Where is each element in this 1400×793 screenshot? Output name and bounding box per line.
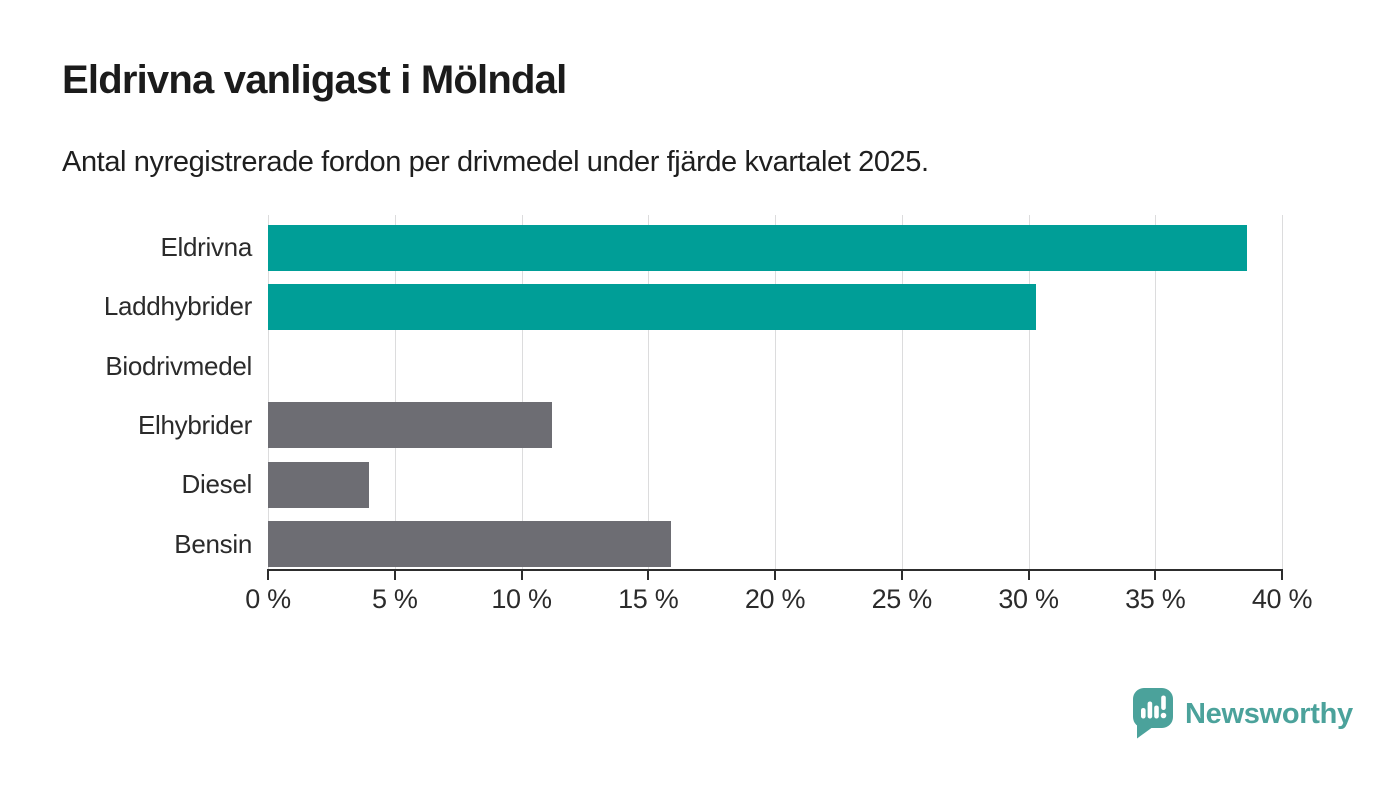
bar [268, 283, 1037, 330]
category-label: Elhybrider [137, 410, 252, 441]
x-axis-tick-label-30: 30 % [998, 584, 1059, 614]
bar-row: Elhybrider [138, 396, 1282, 455]
gridline-25 [901, 215, 903, 571]
x-axis-tick-10 [520, 571, 523, 580]
gridline-30 [1028, 215, 1030, 571]
bar [268, 402, 552, 449]
bar-rows-layer: Eldrivna Laddhybrider Biodrivmedel Elhybrid… [104, 218, 1282, 574]
bar-row: Eldrivna [160, 218, 1282, 277]
x-axis-tick-30 [1027, 571, 1030, 580]
bar [268, 521, 672, 568]
category-label: Bensin [174, 528, 252, 559]
x-axis-tick-label-35: 35 % [1125, 584, 1186, 614]
gridline-35 [1155, 215, 1157, 571]
category-label: Diesel [181, 469, 253, 500]
newsworthy-pin-barchart-icon [1133, 688, 1173, 739]
bar-row: Laddhybrider [104, 277, 1282, 336]
bar-row: Bensin [174, 515, 1282, 574]
x-axis-tick-label-5: 5 % [371, 584, 418, 614]
x-axis-tick-20 [774, 571, 776, 580]
x-axis-tick-15 [647, 571, 650, 580]
category-label: Laddhybrider [103, 291, 252, 322]
chart-subtitle: Antal nyregistrerade fordon per drivmede… [62, 146, 929, 178]
x-axis-tick-40 [1281, 571, 1283, 580]
bar-row: Diesel [182, 455, 1282, 514]
gridline-15 [648, 215, 650, 571]
x-axis-tick-label-15: 15 % [618, 584, 679, 614]
x-axis-line [267, 569, 1283, 571]
gridline-10 [521, 215, 523, 571]
x-axis-tick-5 [393, 571, 396, 580]
newsworthy-logo: Newsworthy [1132, 688, 1353, 740]
x-axis-tick-label-10: 10 % [491, 584, 552, 614]
x-axis-tick-label-25: 25 % [871, 584, 933, 614]
bar [268, 461, 370, 508]
bar-row: Biodrivmedel [105, 337, 1282, 396]
x-axis-tick-label-0: 0 % [245, 584, 291, 614]
x-axis-tick-label-20: 20 % [744, 584, 806, 614]
gridline-0 [268, 215, 269, 571]
brand-name: Newsworthy [1185, 697, 1353, 730]
x-axis-tick-label-40: 40 % [1251, 584, 1313, 614]
page-title: Eldrivna vanligast i Mölndal [62, 58, 567, 102]
bar [268, 224, 1247, 271]
bar-chart-plot-area: Eldrivna Laddhybrider Biodrivmedel Elhybrid… [104, 215, 1312, 614]
x-axis-tick-0 [267, 571, 269, 580]
gridline-40 [1282, 215, 1283, 571]
x-axis-tick-35 [1154, 571, 1157, 580]
category-label: Biodrivmedel [105, 350, 252, 381]
gridline-5 [394, 215, 396, 571]
x-axis-tick-25 [900, 571, 903, 580]
category-label: Eldrivna [160, 232, 252, 263]
gridline-20 [775, 215, 776, 571]
